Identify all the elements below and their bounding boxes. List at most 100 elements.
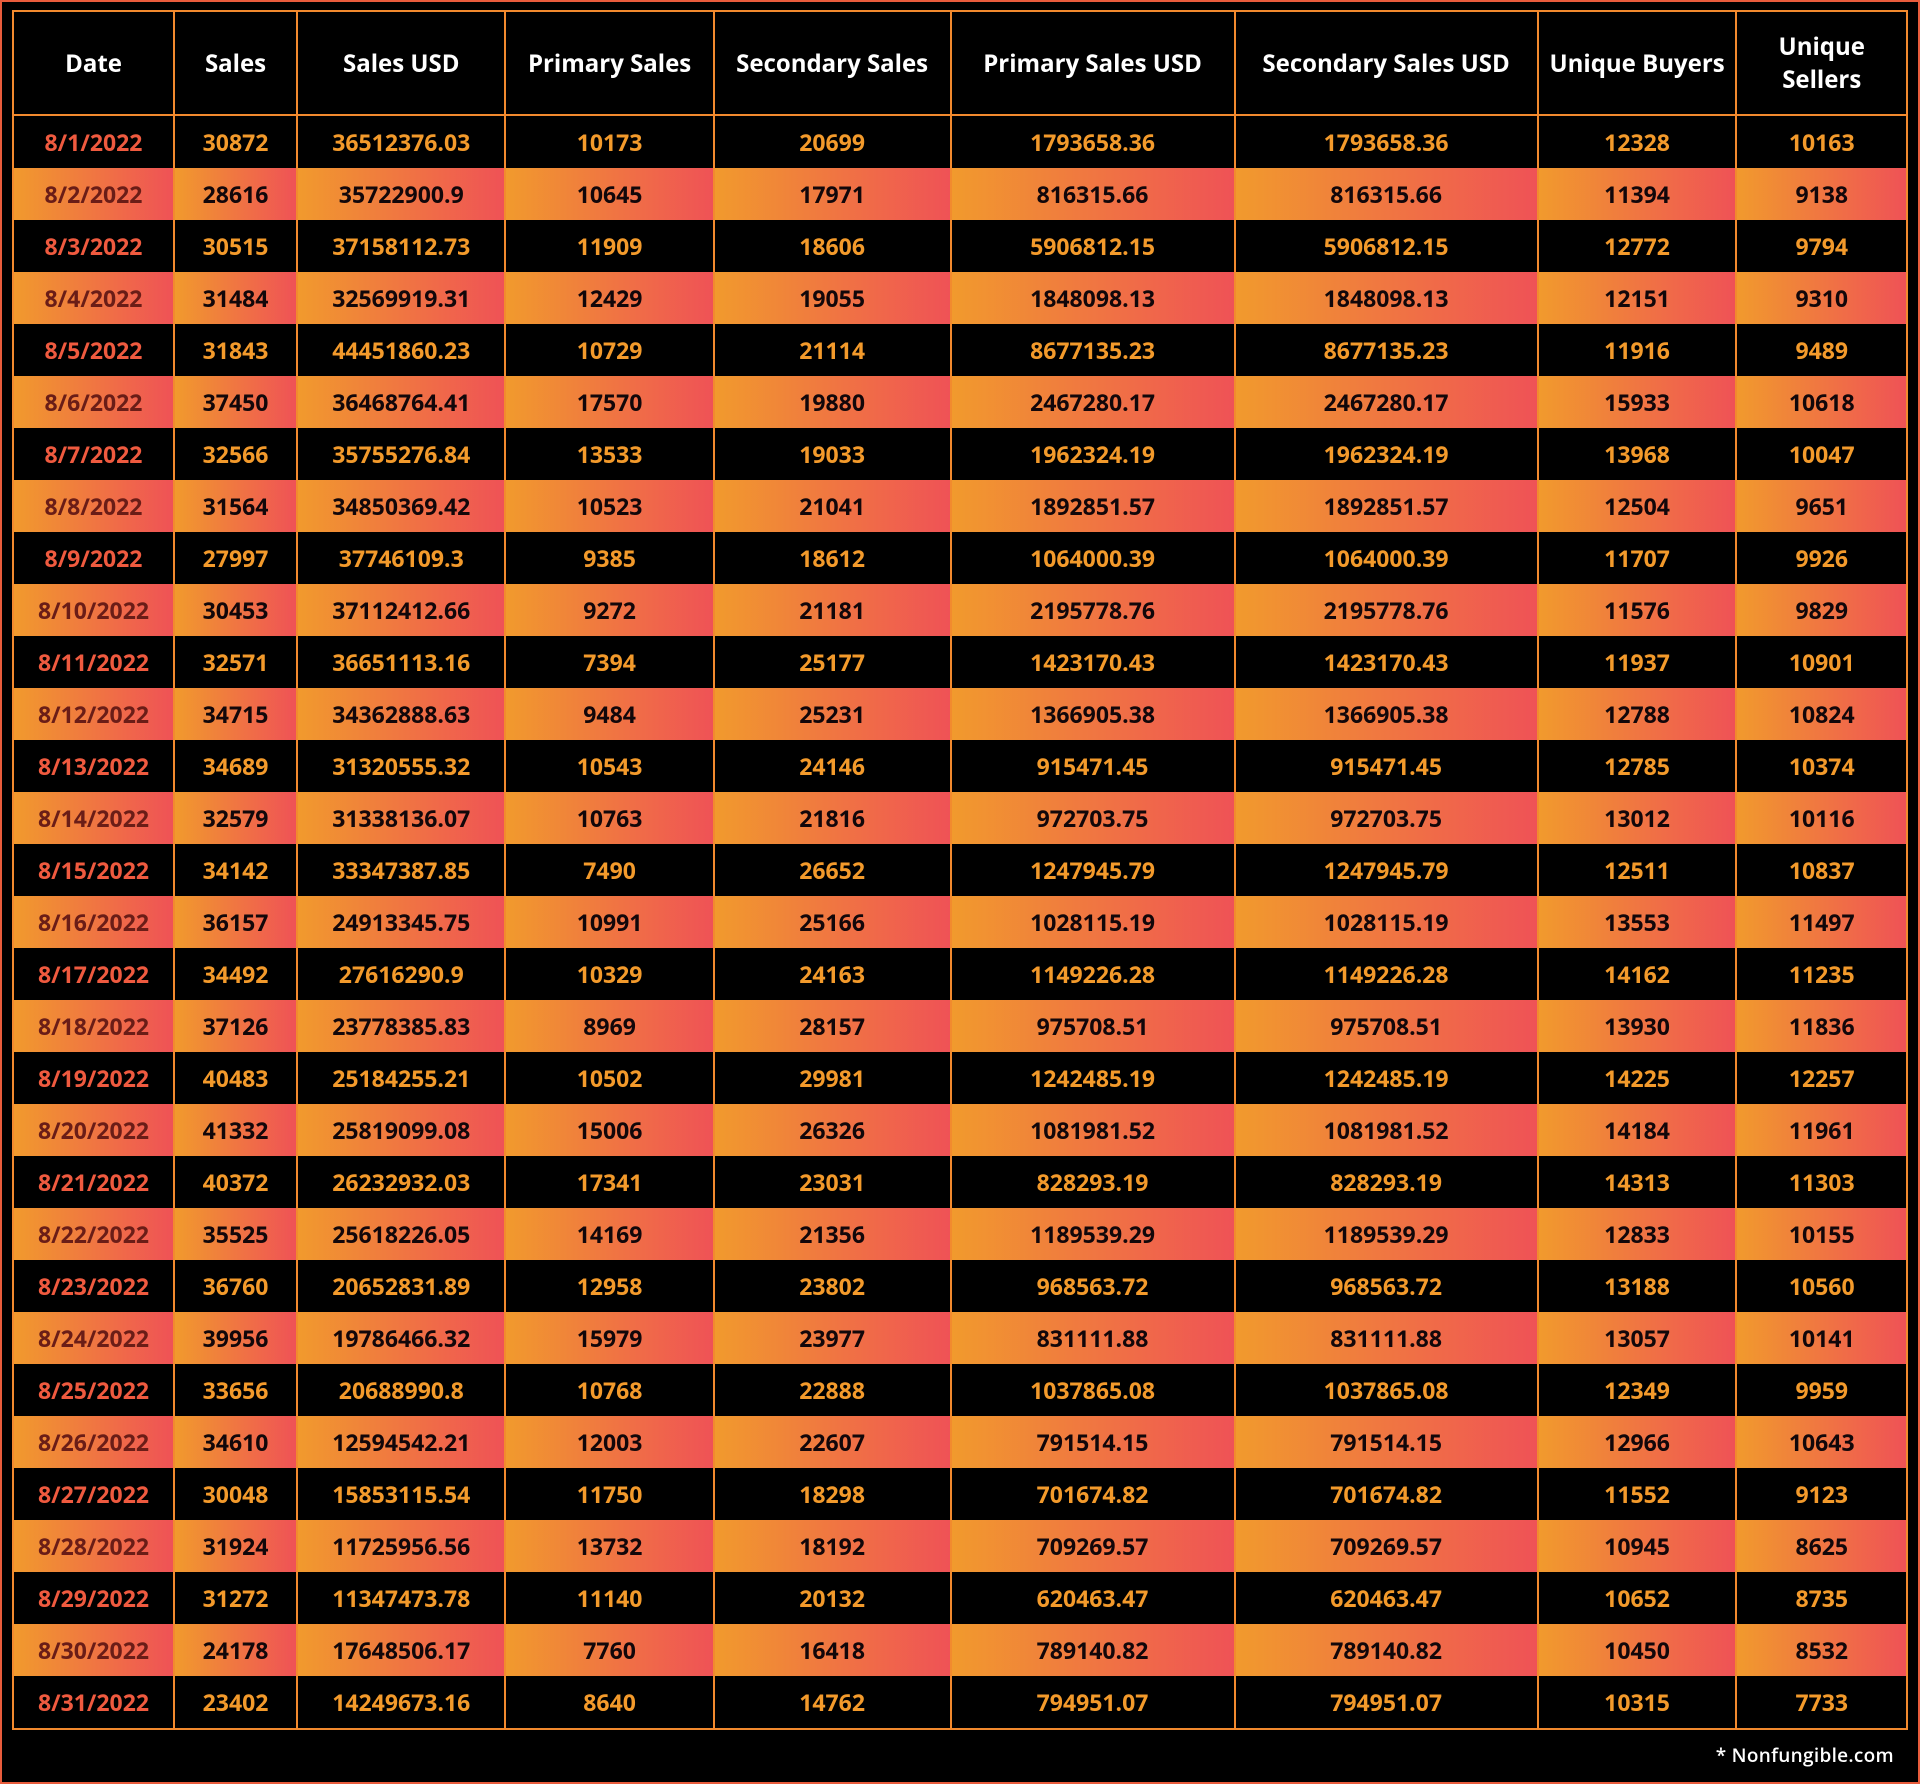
table-cell: 1423170.43	[1235, 636, 1538, 688]
table-cell: 1028115.19	[951, 896, 1235, 948]
data-table: DateSalesSales USDPrimary SalesSecondary…	[12, 10, 1908, 1730]
table-cell: 8/17/2022	[13, 948, 174, 1000]
table-cell: 24146	[714, 740, 951, 792]
table-cell: 1064000.39	[951, 532, 1235, 584]
table-cell: 915471.45	[951, 740, 1235, 792]
table-row: 8/31/20222340214249673.16864014762794951…	[13, 1676, 1907, 1729]
table-cell: 23778385.83	[297, 1000, 505, 1052]
table-cell: 8/16/2022	[13, 896, 174, 948]
table-row: 8/19/20224048325184255.21105022998112424…	[13, 1052, 1907, 1104]
table-cell: 1149226.28	[951, 948, 1235, 1000]
table-cell: 8/31/2022	[13, 1676, 174, 1729]
table-cell: 10652	[1538, 1572, 1737, 1624]
table-cell: 24178	[174, 1624, 297, 1676]
table-cell: 14249673.16	[297, 1676, 505, 1729]
table-cell: 2467280.17	[951, 376, 1235, 428]
table-row: 8/11/20223257136651113.16739425177142317…	[13, 636, 1907, 688]
table-cell: 8677135.23	[951, 324, 1235, 376]
table-cell: 14184	[1538, 1104, 1737, 1156]
column-header: Primary Sales	[505, 11, 713, 115]
column-header: Primary Sales USD	[951, 11, 1235, 115]
table-row: 8/4/20223148432569919.311242919055184809…	[13, 272, 1907, 324]
table-cell: 14313	[1538, 1156, 1737, 1208]
footer-source: * Nonfungible.com	[12, 1730, 1908, 1776]
table-row: 8/5/20223184344451860.231072921114867713…	[13, 324, 1907, 376]
table-cell: 34689	[174, 740, 297, 792]
table-cell: 12328	[1538, 115, 1737, 168]
table-cell: 620463.47	[951, 1572, 1235, 1624]
table-cell: 8/30/2022	[13, 1624, 174, 1676]
table-cell: 16418	[714, 1624, 951, 1676]
table-cell: 31338136.07	[297, 792, 505, 844]
table-cell: 32569919.31	[297, 272, 505, 324]
table-cell: 10618	[1736, 376, 1907, 428]
table-cell: 8640	[505, 1676, 713, 1729]
table-cell: 21181	[714, 584, 951, 636]
table-cell: 9484	[505, 688, 713, 740]
table-cell: 37126	[174, 1000, 297, 1052]
table-row: 8/3/20223051537158112.731190918606590681…	[13, 220, 1907, 272]
table-row: 8/1/20223087236512376.031017320699179365…	[13, 115, 1907, 168]
table-cell: 10502	[505, 1052, 713, 1104]
table-cell: 13930	[1538, 1000, 1737, 1052]
table-cell: 21114	[714, 324, 951, 376]
table-cell: 1848098.13	[1235, 272, 1538, 324]
table-cell: 975708.51	[951, 1000, 1235, 1052]
table-cell: 1366905.38	[1235, 688, 1538, 740]
table-cell: 20132	[714, 1572, 951, 1624]
table-cell: 8/12/2022	[13, 688, 174, 740]
table-cell: 25166	[714, 896, 951, 948]
table-cell: 11961	[1736, 1104, 1907, 1156]
column-header: Secondary Sales USD	[1235, 11, 1538, 115]
table-cell: 8/7/2022	[13, 428, 174, 480]
table-cell: 14169	[505, 1208, 713, 1260]
table-cell: 1962324.19	[1235, 428, 1538, 480]
table-cell: 1242485.19	[1235, 1052, 1538, 1104]
table-cell: 13012	[1538, 792, 1737, 844]
table-cell: 40483	[174, 1052, 297, 1104]
table-cell: 10047	[1736, 428, 1907, 480]
table-cell: 12833	[1538, 1208, 1737, 1260]
table-cell: 8/4/2022	[13, 272, 174, 324]
table-body: 8/1/20223087236512376.031017320699179365…	[13, 115, 1907, 1729]
table-cell: 1242485.19	[951, 1052, 1235, 1104]
table-cell: 8/11/2022	[13, 636, 174, 688]
table-cell: 8/15/2022	[13, 844, 174, 896]
table-cell: 36468764.41	[297, 376, 505, 428]
table-cell: 1064000.39	[1235, 532, 1538, 584]
column-header: Unique Sellers	[1736, 11, 1907, 115]
table-cell: 7394	[505, 636, 713, 688]
table-cell: 12257	[1736, 1052, 1907, 1104]
table-cell: 8735	[1736, 1572, 1907, 1624]
table-cell: 20652831.89	[297, 1260, 505, 1312]
table-cell: 12772	[1538, 220, 1737, 272]
table-cell: 11140	[505, 1572, 713, 1624]
table-cell: 31843	[174, 324, 297, 376]
table-cell: 9138	[1736, 168, 1907, 220]
table-cell: 10329	[505, 948, 713, 1000]
table-cell: 23977	[714, 1312, 951, 1364]
table-cell: 31484	[174, 272, 297, 324]
table-cell: 31924	[174, 1520, 297, 1572]
table-cell: 12958	[505, 1260, 713, 1312]
table-cell: 25819099.08	[297, 1104, 505, 1156]
table-cell: 701674.82	[951, 1468, 1235, 1520]
table-cell: 1247945.79	[951, 844, 1235, 896]
table-cell: 10523	[505, 480, 713, 532]
table-cell: 8/26/2022	[13, 1416, 174, 1468]
table-cell: 34850369.42	[297, 480, 505, 532]
table-cell: 20699	[714, 115, 951, 168]
table-cell: 8/5/2022	[13, 324, 174, 376]
table-cell: 19880	[714, 376, 951, 428]
table-cell: 14762	[714, 1676, 951, 1729]
table-cell: 31272	[174, 1572, 297, 1624]
table-cell: 36512376.03	[297, 115, 505, 168]
table-cell: 2195778.76	[1235, 584, 1538, 636]
table-cell: 10374	[1736, 740, 1907, 792]
table-cell: 828293.19	[1235, 1156, 1538, 1208]
table-cell: 8677135.23	[1235, 324, 1538, 376]
table-row: 8/25/20223365620688990.81076822888103786…	[13, 1364, 1907, 1416]
table-cell: 34142	[174, 844, 297, 896]
table-cell: 816315.66	[951, 168, 1235, 220]
table-cell: 8/14/2022	[13, 792, 174, 844]
